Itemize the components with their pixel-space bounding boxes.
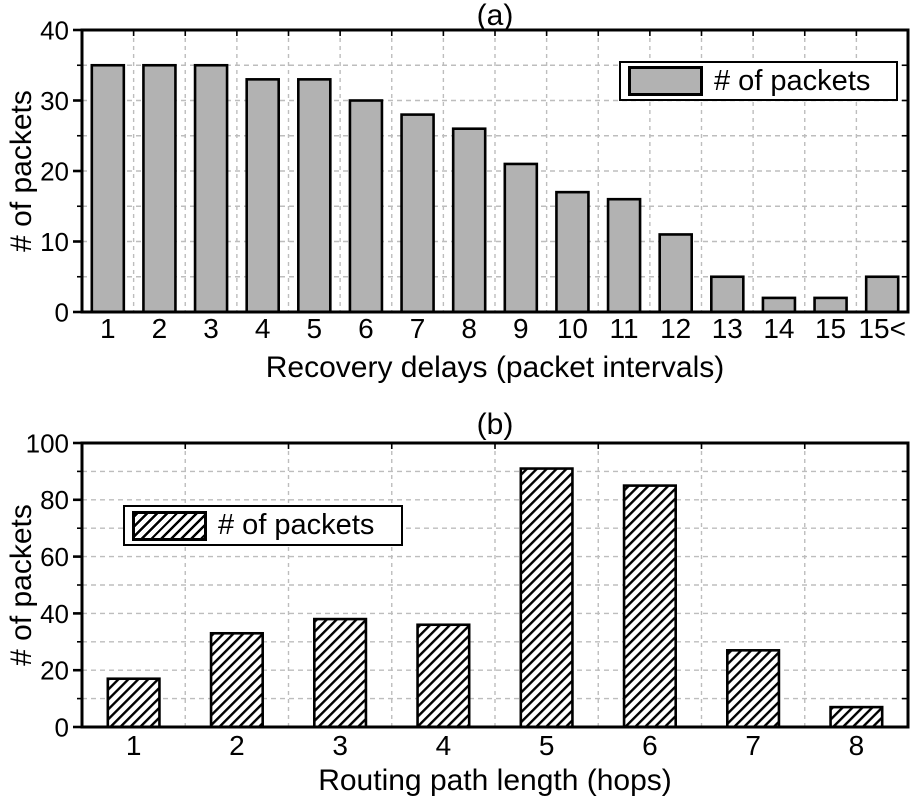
y-tick-label: 0 xyxy=(55,712,69,742)
y-tick-label: 60 xyxy=(40,542,69,572)
bar-category-3 xyxy=(193,63,229,314)
panel-b-y-axis-label: # of packets xyxy=(5,504,38,666)
y-tick-label: 0 xyxy=(55,297,69,327)
bar-category-1 xyxy=(90,63,126,314)
x-tick-label: 7 xyxy=(745,730,761,761)
x-tick-label: 2 xyxy=(229,730,245,761)
bar-category-8 xyxy=(829,705,884,729)
bar-category-15< xyxy=(864,275,900,314)
panel-a-legend: # of packets xyxy=(619,61,898,101)
panel-a-legend-swatch-gray-bar xyxy=(628,66,703,96)
y-tick-label: 10 xyxy=(40,227,69,257)
y-tick-label: 100 xyxy=(26,428,69,458)
panel-a-legend-label: # of packets xyxy=(714,64,871,97)
y-tick-label: 20 xyxy=(40,156,69,186)
bar-category-11 xyxy=(606,197,642,314)
x-tick-label: 3 xyxy=(203,313,219,344)
bar-category-8 xyxy=(451,127,487,314)
x-tick-label: 5 xyxy=(307,313,323,344)
bar-category-5 xyxy=(519,467,574,729)
x-tick-label: 13 xyxy=(712,313,743,344)
panel-b-plot-area: 0 20 40 60 80 100 1 2 3 4 5 6 7 8 xyxy=(26,428,910,761)
x-tick-label: 11 xyxy=(610,313,639,344)
bar-category-1 xyxy=(106,677,161,729)
x-tick-label: 10 xyxy=(557,313,588,344)
y-tick-label: 20 xyxy=(40,656,69,686)
x-tick-label: 2 xyxy=(152,313,168,344)
x-tick-label: 4 xyxy=(436,730,452,761)
x-tick-label: 15< xyxy=(858,313,906,344)
y-tick-label: 80 xyxy=(40,485,69,515)
bar-category-5 xyxy=(297,78,332,314)
x-tick-label: 5 xyxy=(539,730,555,761)
bar-category-9 xyxy=(503,162,539,314)
bar-category-6 xyxy=(348,99,384,314)
x-tick-label: 9 xyxy=(513,313,529,344)
y-tick-label: 40 xyxy=(40,15,69,45)
x-tick-label: 6 xyxy=(642,730,658,761)
x-tick-label: 12 xyxy=(660,313,691,344)
bar-category-14 xyxy=(761,296,797,314)
panel-b-legend-swatch-hatched-bar xyxy=(132,510,207,541)
x-tick-label: 3 xyxy=(332,730,348,761)
bar-category-2 xyxy=(209,631,264,729)
panel-a-y-axis-label: # of packets xyxy=(5,90,38,252)
y-tick-label: 30 xyxy=(40,86,69,116)
x-tick-label: 15 xyxy=(815,313,846,344)
panel-b-legend: # of packets xyxy=(123,505,403,546)
x-tick-label: 4 xyxy=(255,313,271,344)
bar-category-15 xyxy=(813,296,848,314)
bar-category-7 xyxy=(400,113,435,314)
bar-category-3 xyxy=(313,617,368,729)
x-tick-label: 1 xyxy=(100,313,116,344)
x-tick-label: 6 xyxy=(358,313,374,344)
panel-a-x-axis-label: Recovery delays (packet intervals) xyxy=(265,351,725,384)
bar-category-10 xyxy=(555,190,590,314)
x-tick-label: 1 xyxy=(126,730,142,761)
bar-category-4 xyxy=(416,623,471,729)
bar-category-12 xyxy=(658,233,693,314)
panel-a-title: (a) xyxy=(476,0,514,32)
x-tick-label: 7 xyxy=(410,313,426,344)
bar-category-2 xyxy=(142,63,177,314)
bar-category-6 xyxy=(622,484,677,729)
bar-category-4 xyxy=(245,78,280,314)
bar-category-13 xyxy=(710,275,745,314)
x-tick-label: 8 xyxy=(849,730,865,761)
bar-category-7 xyxy=(726,649,781,729)
y-tick-label: 40 xyxy=(40,599,69,629)
panel-b-legend-label: # of packets xyxy=(218,509,375,541)
x-tick-label: 8 xyxy=(461,313,477,344)
panel-b-x-axis-label: Routing path length (hops) xyxy=(318,764,672,797)
x-tick-label: 14 xyxy=(763,313,794,344)
panel-b-title: (b) xyxy=(476,408,514,441)
